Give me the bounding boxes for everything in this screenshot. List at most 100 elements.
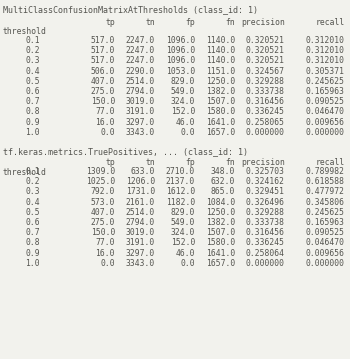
Text: 407.0: 407.0 (91, 77, 115, 86)
Text: 573.0: 573.0 (91, 197, 115, 206)
Text: 2247.0: 2247.0 (126, 46, 155, 55)
Text: 1250.0: 1250.0 (206, 208, 235, 217)
Text: 77.0: 77.0 (96, 238, 115, 247)
Text: 0.320521: 0.320521 (246, 36, 285, 45)
Text: precision: precision (241, 158, 285, 167)
Text: 2710.0: 2710.0 (166, 167, 195, 176)
Text: 0.4: 0.4 (25, 197, 40, 206)
Text: 633.0: 633.0 (131, 167, 155, 176)
Text: 0.1: 0.1 (25, 167, 40, 176)
Text: 2290.0: 2290.0 (126, 67, 155, 76)
Text: 0.4: 0.4 (25, 67, 40, 76)
Text: 1096.0: 1096.0 (166, 56, 195, 65)
Text: 2514.0: 2514.0 (126, 208, 155, 217)
Text: 0.336245: 0.336245 (246, 238, 285, 247)
Text: 2247.0: 2247.0 (126, 56, 155, 65)
Text: 46.0: 46.0 (175, 118, 195, 127)
Text: 0.009656: 0.009656 (306, 118, 345, 127)
Text: 3297.0: 3297.0 (126, 118, 155, 127)
Text: 0.258065: 0.258065 (246, 118, 285, 127)
Text: 0.258064: 0.258064 (246, 248, 285, 258)
Text: tf.keras.metrics.TruePositives, ... (class_id: 1): tf.keras.metrics.TruePositives, ... (cla… (3, 147, 248, 156)
Text: 46.0: 46.0 (175, 248, 195, 258)
Text: 0.333738: 0.333738 (246, 87, 285, 96)
Text: 0.2: 0.2 (25, 46, 40, 55)
Text: 0.324162: 0.324162 (246, 177, 285, 186)
Text: 3343.0: 3343.0 (126, 128, 155, 137)
Text: 0.618588: 0.618588 (306, 177, 345, 186)
Text: 0.0: 0.0 (180, 259, 195, 268)
Text: 829.0: 829.0 (171, 208, 195, 217)
Text: 2514.0: 2514.0 (126, 77, 155, 86)
Text: 517.0: 517.0 (91, 56, 115, 65)
Text: 0.2: 0.2 (25, 177, 40, 186)
Text: 0.000000: 0.000000 (306, 259, 345, 268)
Text: 1507.0: 1507.0 (206, 228, 235, 237)
Text: 0.165963: 0.165963 (306, 218, 345, 227)
Text: recall: recall (316, 18, 345, 27)
Text: tp: tp (105, 18, 115, 27)
Text: 0.5: 0.5 (25, 208, 40, 217)
Text: 150.0: 150.0 (91, 97, 115, 106)
Text: 0.6: 0.6 (25, 87, 40, 96)
Text: 0.5: 0.5 (25, 77, 40, 86)
Text: 1151.0: 1151.0 (206, 67, 235, 76)
Text: tp: tp (105, 158, 115, 167)
Text: fn: fn (225, 158, 235, 167)
Text: 0.320521: 0.320521 (246, 56, 285, 65)
Text: 0.046470: 0.046470 (306, 238, 345, 247)
Text: 0.000000: 0.000000 (306, 128, 345, 137)
Text: 1140.0: 1140.0 (206, 36, 235, 45)
Text: threshold: threshold (3, 168, 47, 177)
Text: 0.7: 0.7 (25, 228, 40, 237)
Text: 324.0: 324.0 (171, 97, 195, 106)
Text: 1140.0: 1140.0 (206, 56, 235, 65)
Text: 1309.0: 1309.0 (86, 167, 115, 176)
Text: 16.0: 16.0 (96, 248, 115, 258)
Text: 549.0: 549.0 (171, 218, 195, 227)
Text: 0.320521: 0.320521 (246, 46, 285, 55)
Text: 2247.0: 2247.0 (126, 36, 155, 45)
Text: 0.009656: 0.009656 (306, 248, 345, 258)
Text: 3191.0: 3191.0 (126, 107, 155, 116)
Text: 1.0: 1.0 (25, 259, 40, 268)
Text: 1182.0: 1182.0 (166, 197, 195, 206)
Text: 1140.0: 1140.0 (206, 46, 235, 55)
Text: 0.0: 0.0 (100, 128, 115, 137)
Text: 0.789982: 0.789982 (306, 167, 345, 176)
Text: 0.3: 0.3 (25, 56, 40, 65)
Text: 0.0: 0.0 (180, 128, 195, 137)
Text: 152.0: 152.0 (171, 107, 195, 116)
Text: 0.245625: 0.245625 (306, 208, 345, 217)
Text: 1641.0: 1641.0 (206, 248, 235, 258)
Text: 0.316456: 0.316456 (246, 228, 285, 237)
Text: 517.0: 517.0 (91, 46, 115, 55)
Text: 517.0: 517.0 (91, 36, 115, 45)
Text: 0.000000: 0.000000 (246, 128, 285, 137)
Text: 792.0: 792.0 (91, 187, 115, 196)
Text: 1382.0: 1382.0 (206, 218, 235, 227)
Text: recall: recall (316, 158, 345, 167)
Text: 152.0: 152.0 (171, 238, 195, 247)
Text: 0.7: 0.7 (25, 97, 40, 106)
Text: 0.090525: 0.090525 (306, 228, 345, 237)
Text: 0.000000: 0.000000 (246, 259, 285, 268)
Text: 0.1: 0.1 (25, 36, 40, 45)
Text: 1580.0: 1580.0 (206, 107, 235, 116)
Text: 549.0: 549.0 (171, 87, 195, 96)
Text: 829.0: 829.0 (171, 77, 195, 86)
Text: 1206.0: 1206.0 (126, 177, 155, 186)
Text: 865.0: 865.0 (211, 187, 235, 196)
Text: tn: tn (145, 158, 155, 167)
Text: 0.8: 0.8 (25, 238, 40, 247)
Text: 0.6: 0.6 (25, 218, 40, 227)
Text: 348.0: 348.0 (211, 167, 235, 176)
Text: 3343.0: 3343.0 (126, 259, 155, 268)
Text: 3297.0: 3297.0 (126, 248, 155, 258)
Text: 2794.0: 2794.0 (126, 218, 155, 227)
Text: 0.336245: 0.336245 (246, 107, 285, 116)
Text: precision: precision (241, 18, 285, 27)
Text: 1641.0: 1641.0 (206, 118, 235, 127)
Text: 0.090525: 0.090525 (306, 97, 345, 106)
Text: 1382.0: 1382.0 (206, 87, 235, 96)
